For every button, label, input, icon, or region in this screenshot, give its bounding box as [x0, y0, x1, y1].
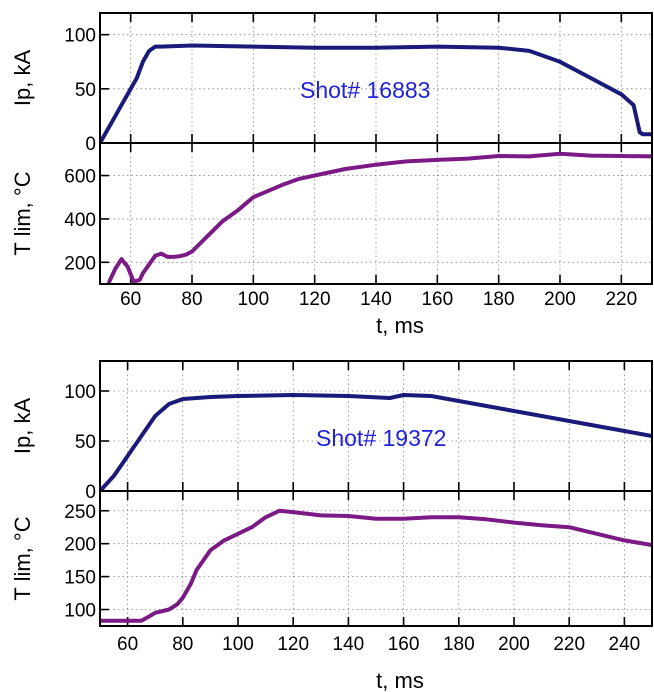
y-tick-label: 100 — [64, 601, 96, 622]
chart1-panel2-series-line — [107, 151, 652, 284]
x-axis-title-1: t, ms — [376, 313, 424, 338]
chart2-panel2: 100 150 200 250 T lim, °C — [10, 490, 653, 627]
chart2-panel2-series-line — [100, 508, 652, 623]
x-tick-label: 100 — [222, 634, 254, 655]
y-tick-label: 100 — [64, 26, 96, 47]
x-tick-label: 160 — [421, 289, 453, 310]
x-tick-label: 80 — [181, 289, 202, 310]
chart1-panel1-series-line — [100, 43, 652, 143]
y-tick-label: 200 — [64, 253, 96, 274]
y-tick-label: 50 — [75, 80, 96, 101]
y-tick-label: 100 — [64, 382, 96, 403]
x-tick-label: 240 — [609, 634, 641, 655]
x-tick-label: 160 — [388, 634, 420, 655]
chart2-panel1-series-line — [100, 393, 652, 491]
y-axis-title-1: Ip, kA — [10, 398, 35, 455]
y-axis-title-1: Ip, kA — [10, 50, 35, 107]
y-tick-label: 250 — [64, 502, 96, 523]
y-tick-label: 50 — [75, 432, 96, 453]
shot-label-1: Shot# 16883 — [300, 77, 430, 103]
x-tick-label: 200 — [498, 634, 530, 655]
panel-frame — [99, 142, 653, 285]
x-tick-label: 180 — [443, 634, 475, 655]
x-tick-label: 200 — [544, 289, 576, 310]
shot-label-2: Shot# 19372 — [316, 425, 446, 451]
x-tick-label: 80 — [172, 634, 193, 655]
x-tick-label: 60 — [120, 289, 141, 310]
y-axis-title-2: T lim, °C — [10, 171, 35, 255]
x-axis-title-2: t, ms — [376, 668, 424, 692]
x-tick-label: 60 — [117, 634, 138, 655]
x-tick-label: 120 — [277, 634, 309, 655]
y-tick-label: 150 — [64, 568, 96, 589]
chart1-panel1: 0 50 100 Ip, kA — [10, 12, 653, 155]
x-tick-label: 220 — [553, 634, 585, 655]
y-tick-label: 0 — [85, 482, 96, 503]
x-tick-label: 140 — [360, 289, 392, 310]
x-tick-label: 140 — [333, 634, 365, 655]
panel-frame — [99, 490, 653, 627]
x-tick-label: 220 — [605, 289, 637, 310]
x-tick-label: 100 — [237, 289, 269, 310]
x-tick-label: 120 — [299, 289, 331, 310]
x-tick-label: 180 — [483, 289, 515, 310]
y-axis-title-2: T lim, °C — [10, 516, 35, 600]
y-tick-label: 400 — [64, 210, 96, 231]
y-tick-label: 600 — [64, 167, 96, 188]
chart1-panel2: 200 400 600 T lim, °C — [10, 142, 653, 285]
y-tick-label: 0 — [85, 134, 96, 155]
y-tick-label: 200 — [64, 535, 96, 556]
